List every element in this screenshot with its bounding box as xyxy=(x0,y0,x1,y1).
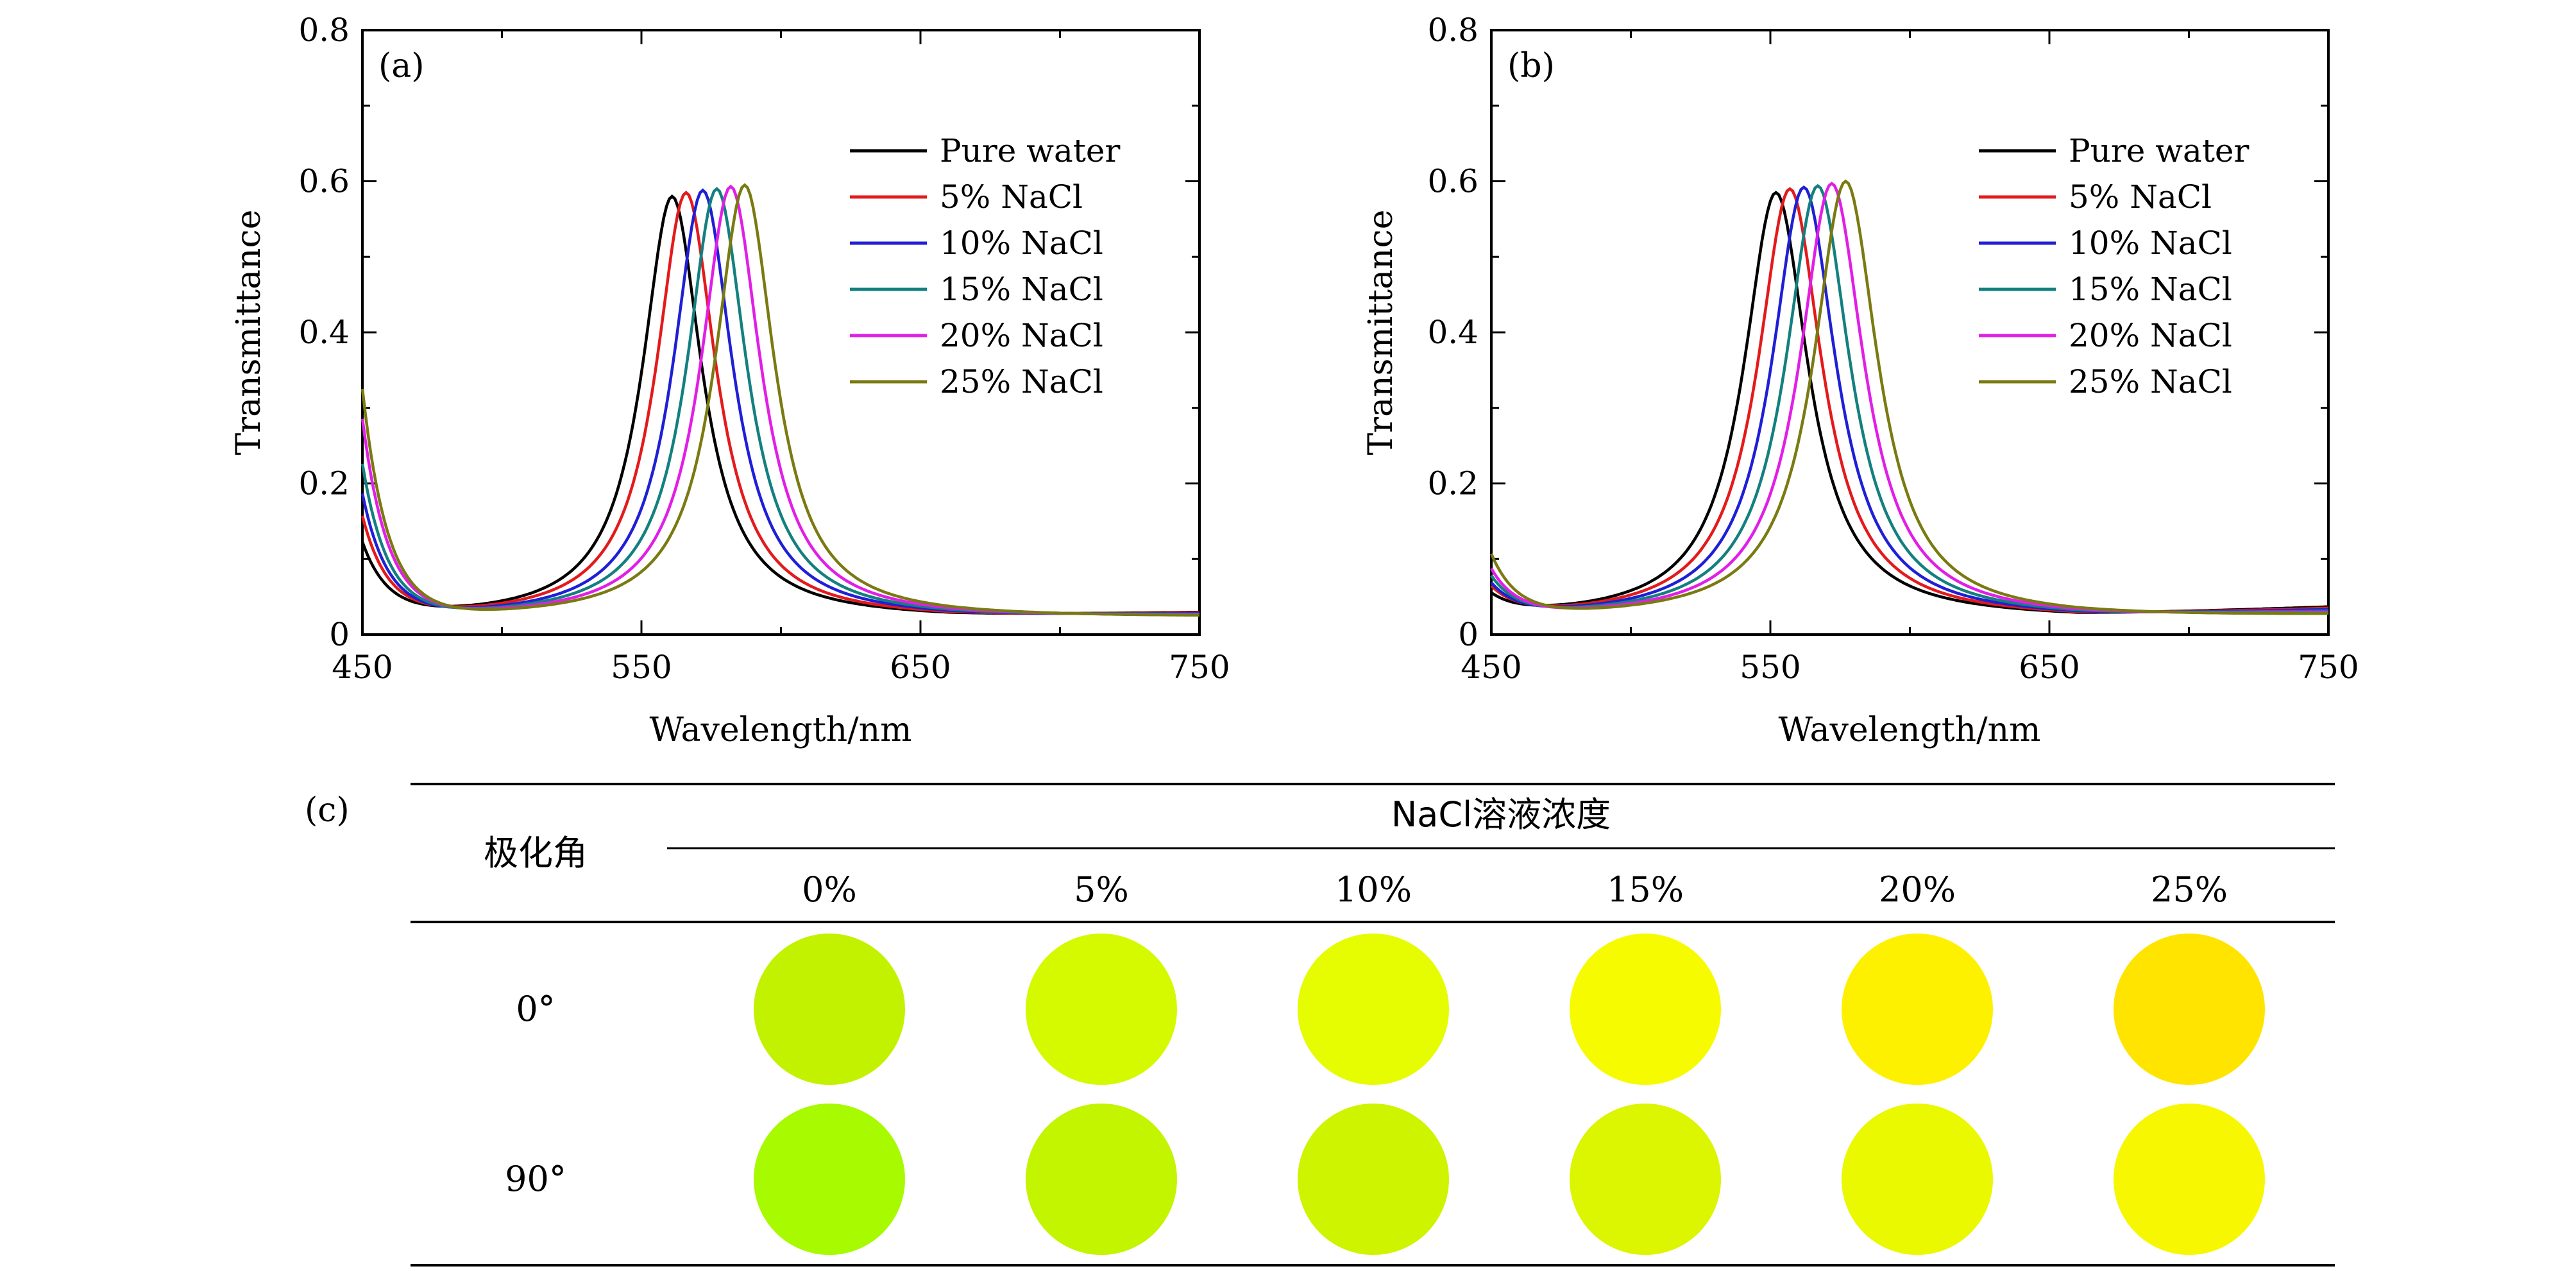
panel-a-legend-entry: 5% NaCl xyxy=(940,178,1083,216)
panel-b-legend-entry: 5% NaCl xyxy=(2069,178,2212,216)
table-color-swatch xyxy=(1026,1104,1177,1255)
panel-b-legend-entry: 20% NaCl xyxy=(2069,317,2232,354)
table-color-swatch xyxy=(1570,1104,1721,1255)
panel-b-x-tick-label: 750 xyxy=(2298,649,2359,686)
panel-a-x-tick-label: 550 xyxy=(611,649,672,686)
panel-b-legend-entry: 25% NaCl xyxy=(2069,363,2232,400)
table-color-swatch xyxy=(1842,934,1993,1085)
panel-a-y-tick-label: 0.4 xyxy=(298,314,350,351)
table-color-swatch xyxy=(1570,934,1721,1085)
panel-a-chart: (a) 0 0.2 0.4 0.6 0.8 450 550 650 750 Wavelengt… xyxy=(230,12,1230,749)
panel-b-legend-entry: 15% NaCl xyxy=(2069,271,2232,308)
table-rows: 0° 90° xyxy=(505,934,2265,1255)
table-column-group-title: NaCl溶液浓度 xyxy=(1391,794,1611,835)
panel-a-label: (a) xyxy=(378,47,425,85)
panel-b-x-tick-label: 650 xyxy=(2019,649,2080,686)
panel-a-x-tick-labels: 450 550 650 750 xyxy=(332,649,1230,686)
table-color-swatch xyxy=(754,934,905,1085)
panel-b-series-line-5 xyxy=(1489,179,2328,615)
table-column-header: 25% xyxy=(2151,869,2228,910)
table-column-headers: 0% 5% 10% 15% 20% 25% xyxy=(802,869,2228,910)
panel-c-table: (c) 极化角 NaCl溶液浓度 0% 5% 10% 15% 20% 25% 0° 90° xyxy=(305,783,2335,1267)
panel-a-legend: Pure water 5% NaCl 10% NaCl 15% NaCl 20% NaC… xyxy=(850,132,1121,400)
panel-b-y-tick-label: 0.4 xyxy=(1427,314,1479,351)
table-column-header: 10% xyxy=(1335,869,1412,910)
panel-b-x-tick-labels: 450 550 650 750 xyxy=(1461,649,2359,686)
panel-a-x-axis-label: Wavelength/nm xyxy=(650,711,912,749)
panel-b-y-tick-label: 0.2 xyxy=(1427,465,1479,502)
table-color-swatch xyxy=(2114,934,2265,1085)
panel-b-y-tick-label: 0 xyxy=(1458,616,1479,653)
table-row-label: 0° xyxy=(516,989,555,1029)
panel-b-y-axis-label: Transmittance xyxy=(1362,210,1400,456)
panel-a-y-tick-label: 0.2 xyxy=(298,465,350,502)
panel-a-series-line-5 xyxy=(360,183,1199,617)
table-color-swatch xyxy=(2114,1104,2265,1255)
table-column-header: 20% xyxy=(1879,869,1956,910)
panel-a-legend-entry: 20% NaCl xyxy=(940,317,1103,354)
table-column-header: 0% xyxy=(802,869,857,910)
panel-b-series-group xyxy=(1489,179,2329,615)
panel-a-legend-entry: 10% NaCl xyxy=(940,225,1103,262)
panel-b-x-tick-label: 450 xyxy=(1461,649,1521,686)
panel-a-y-tick-label: 0.8 xyxy=(298,12,350,49)
panel-b-x-tick-label: 550 xyxy=(1740,649,1801,686)
panel-c-label: (c) xyxy=(305,791,350,830)
panel-b-ticks xyxy=(1490,29,2330,636)
panel-b-y-tick-label: 0.6 xyxy=(1427,163,1479,200)
table-column-header: 15% xyxy=(1607,869,1684,910)
table-row-label: 90° xyxy=(505,1159,566,1199)
panel-b-label: (b) xyxy=(1507,47,1555,85)
panel-a-y-axis-label: Transmittance xyxy=(230,210,268,456)
panel-a-y-tick-labels: 0 0.2 0.4 0.6 0.8 xyxy=(298,12,350,653)
panel-b-legend-entry: Pure water xyxy=(2069,132,2250,169)
panel-b-chart: (b) 0 0.2 0.4 0.6 0.8 450 550 650 750 Wavelengt… xyxy=(1362,12,2359,749)
panel-a-legend-entry: 15% NaCl xyxy=(940,271,1103,308)
panel-b-y-tick-labels: 0 0.2 0.4 0.6 0.8 xyxy=(1427,12,1479,653)
panel-b-y-tick-label: 0.8 xyxy=(1427,12,1479,49)
panel-a-series-group xyxy=(360,183,1200,617)
panel-b-legend-entry: 10% NaCl xyxy=(2069,225,2232,262)
panel-a-ticks xyxy=(361,29,1201,636)
table-row-header-title: 极化角 xyxy=(484,833,588,873)
table-color-swatch xyxy=(1298,934,1449,1085)
panel-a-x-tick-label: 750 xyxy=(1169,649,1230,686)
panel-a-y-tick-label: 0 xyxy=(329,616,350,653)
panel-b-x-axis-label: Wavelength/nm xyxy=(1779,711,2041,749)
table-color-swatch xyxy=(1298,1104,1449,1255)
panel-b-legend: Pure water 5% NaCl 10% NaCl 15% NaCl 20% NaC… xyxy=(1979,132,2250,400)
panel-a-legend-entry: Pure water xyxy=(940,132,1121,169)
table-color-swatch xyxy=(1842,1104,1993,1255)
table-color-swatch xyxy=(754,1104,905,1255)
panel-a-legend-entry: 25% NaCl xyxy=(940,363,1103,400)
panel-a-x-tick-label: 450 xyxy=(332,649,393,686)
panel-a-x-tick-label: 650 xyxy=(890,649,951,686)
panel-a-y-tick-label: 0.6 xyxy=(298,163,350,200)
table-column-header: 5% xyxy=(1074,869,1129,910)
table-color-swatch xyxy=(1026,934,1177,1085)
